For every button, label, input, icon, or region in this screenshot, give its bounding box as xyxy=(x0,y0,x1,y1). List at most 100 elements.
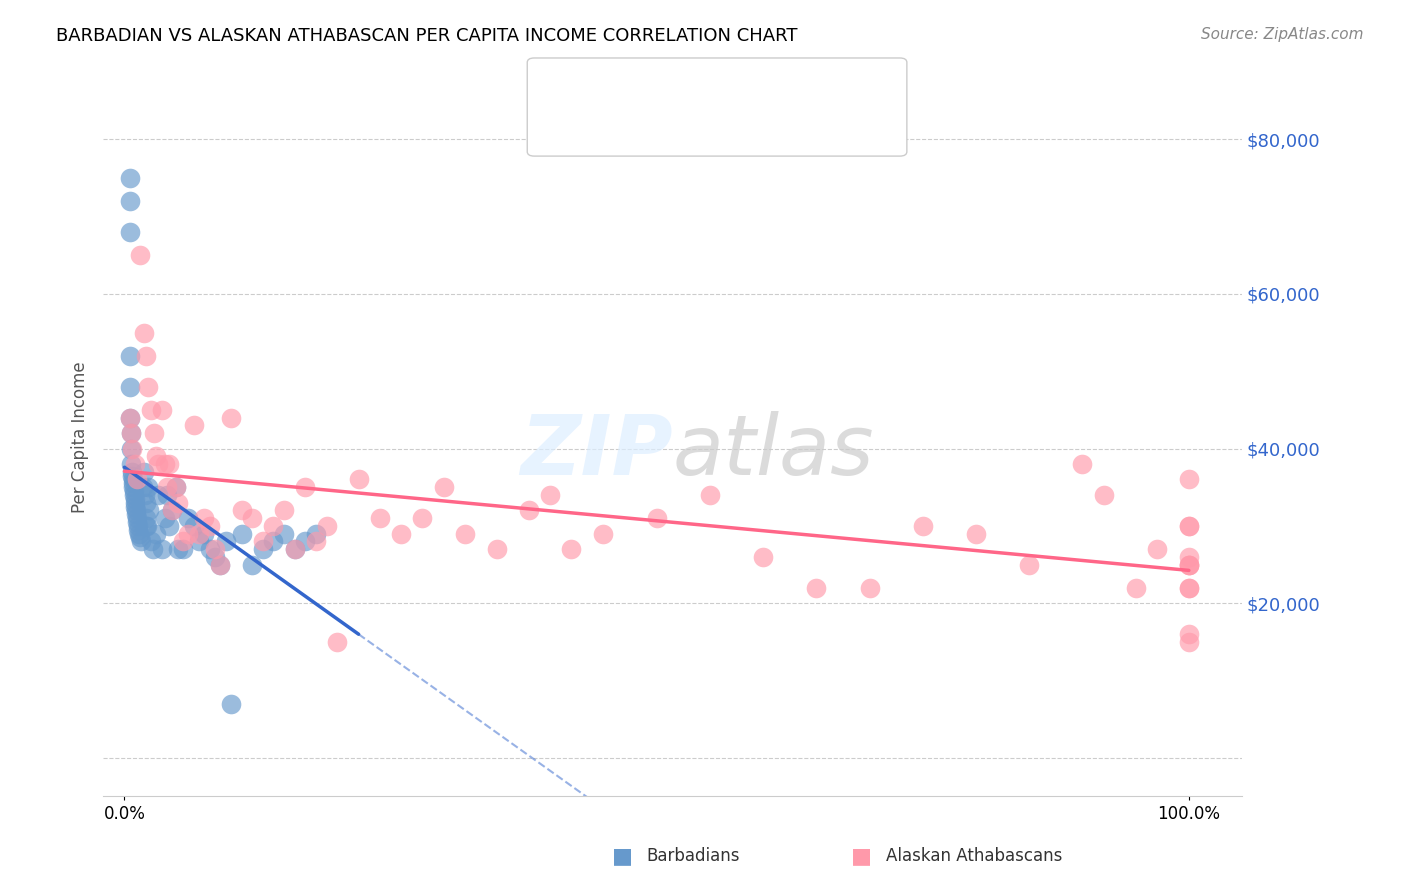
Point xyxy=(1125,581,1147,595)
Point xyxy=(187,534,209,549)
Point xyxy=(162,503,184,517)
Point xyxy=(965,526,987,541)
Text: Source: ZipAtlas.com: Source: ZipAtlas.com xyxy=(1201,27,1364,42)
Point xyxy=(148,488,170,502)
Point xyxy=(166,542,188,557)
Point xyxy=(125,508,148,522)
Point xyxy=(368,511,391,525)
Point xyxy=(153,511,176,525)
Point xyxy=(347,473,370,487)
Point xyxy=(252,534,274,549)
Text: Barbadians: Barbadians xyxy=(647,847,741,865)
Point xyxy=(136,480,159,494)
Point xyxy=(183,519,205,533)
Point xyxy=(560,542,582,557)
Point xyxy=(132,465,155,479)
Point xyxy=(699,488,721,502)
Point xyxy=(121,442,143,456)
Point xyxy=(148,457,170,471)
Point xyxy=(1071,457,1094,471)
Text: R =  -0.530   N = 73: R = -0.530 N = 73 xyxy=(583,116,766,134)
Point xyxy=(120,426,142,441)
Point xyxy=(157,519,180,533)
Point xyxy=(122,488,145,502)
Point xyxy=(121,465,143,479)
Y-axis label: Per Capita Income: Per Capita Income xyxy=(72,361,89,513)
Point xyxy=(858,581,880,595)
Point xyxy=(166,496,188,510)
Point xyxy=(262,534,284,549)
Point xyxy=(153,457,176,471)
Point xyxy=(231,526,253,541)
Point xyxy=(1178,558,1201,572)
Point xyxy=(1178,581,1201,595)
Point xyxy=(143,426,166,441)
Point xyxy=(326,635,349,649)
Point xyxy=(124,496,146,510)
Point xyxy=(122,484,145,499)
Point xyxy=(127,473,149,487)
Point xyxy=(389,526,412,541)
Point xyxy=(156,488,179,502)
Point xyxy=(485,542,508,557)
Point xyxy=(183,418,205,433)
Point xyxy=(177,526,200,541)
Point xyxy=(135,519,157,533)
Point xyxy=(214,534,236,549)
Point xyxy=(138,503,160,517)
Point xyxy=(120,457,142,471)
Point xyxy=(273,526,295,541)
Point xyxy=(136,380,159,394)
Text: Alaskan Athabascans: Alaskan Athabascans xyxy=(886,847,1062,865)
Point xyxy=(1092,488,1115,502)
Point xyxy=(135,496,157,510)
Point xyxy=(145,526,167,541)
Point xyxy=(1178,581,1201,595)
Point xyxy=(252,542,274,557)
Point xyxy=(177,511,200,525)
Point xyxy=(240,511,263,525)
Point xyxy=(204,549,226,564)
Point xyxy=(1178,549,1201,564)
Point xyxy=(517,503,540,517)
Point xyxy=(538,488,561,502)
Point xyxy=(145,450,167,464)
Point xyxy=(118,380,141,394)
Text: ■: ■ xyxy=(555,75,576,95)
Point xyxy=(1178,473,1201,487)
Text: atlas: atlas xyxy=(672,411,875,491)
Point xyxy=(118,225,141,239)
Point xyxy=(1178,635,1201,649)
Point xyxy=(294,534,316,549)
Point xyxy=(131,480,153,494)
Point xyxy=(645,511,668,525)
Point xyxy=(209,558,232,572)
Point xyxy=(172,542,194,557)
Point xyxy=(150,403,173,417)
Point xyxy=(125,503,148,517)
Point xyxy=(118,410,141,425)
Point xyxy=(118,194,141,208)
Point xyxy=(124,500,146,514)
Point xyxy=(128,526,150,541)
Point xyxy=(150,542,173,557)
Point xyxy=(193,526,215,541)
Point xyxy=(139,534,162,549)
Point xyxy=(1018,558,1040,572)
Point xyxy=(165,480,187,494)
Point xyxy=(122,480,145,494)
Point xyxy=(198,519,221,533)
Point xyxy=(121,468,143,483)
Point xyxy=(305,534,328,549)
Point xyxy=(156,480,179,494)
Point xyxy=(127,519,149,533)
Point xyxy=(454,526,477,541)
Text: R =  -0.171   N = 66: R = -0.171 N = 66 xyxy=(583,76,766,94)
Point xyxy=(284,542,307,557)
Point xyxy=(911,519,934,533)
Point xyxy=(592,526,614,541)
Point xyxy=(172,534,194,549)
Point xyxy=(294,480,316,494)
Point xyxy=(118,349,141,363)
Point xyxy=(124,457,146,471)
